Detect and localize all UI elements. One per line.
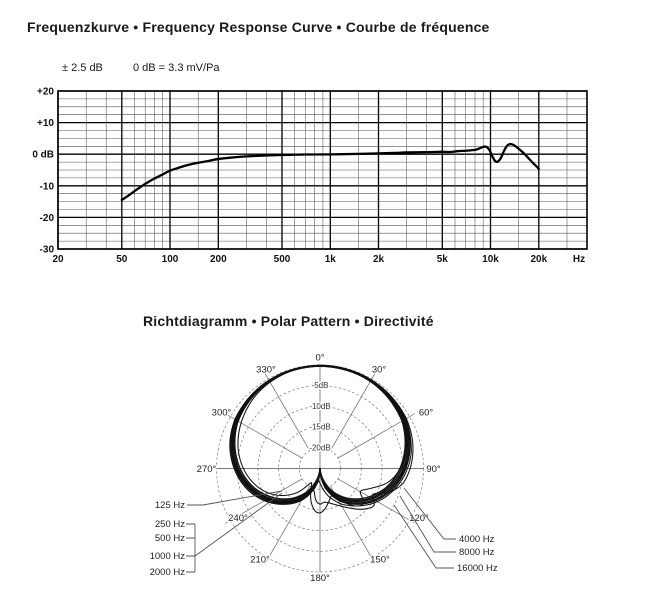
- fr-y-tick-label: +10: [37, 118, 54, 129]
- fr-response-curve: [120, 142, 540, 202]
- fr-x-tick-label: 5k: [437, 254, 449, 265]
- polar-curve-4000hz: [232, 364, 412, 507]
- polar-angle-label-120: 120°: [409, 513, 429, 524]
- legend-label-4000hz: 4000 Hz: [459, 534, 495, 545]
- fr-y-tick-label: +20: [37, 87, 54, 98]
- fr-x-tick-label: 200: [210, 254, 227, 265]
- fr-x-tick-labels: 20 50 100 200 500 1k 2k 5k 10k 20k: [52, 254, 547, 265]
- legend-label-500hz: 500 Hz: [155, 533, 185, 544]
- legend-label-1000hz: 1000 Hz: [150, 551, 186, 562]
- polar-curve-8000hz: [233, 364, 414, 510]
- fr-x-unit-label: Hz: [573, 254, 585, 265]
- polar-ring-label: -20dB: [309, 443, 330, 452]
- fr-x-tick-label: 10k: [482, 254, 499, 265]
- fr-x-tick-label: 20: [52, 254, 64, 265]
- fr-y-tick-label: -10: [40, 181, 55, 192]
- polar-ring-labels: -5dB -10dB -15dB -20dB: [308, 380, 332, 454]
- polar-angle-label-240: 240°: [228, 513, 248, 524]
- polar-ring-label: -15dB: [309, 423, 330, 432]
- reference-level-label: 0 dB = 3.3 mV/Pa: [133, 62, 220, 74]
- legend-label-16000hz: 16000 Hz: [457, 563, 498, 574]
- legend-leader-4000hz: [403, 487, 456, 540]
- polar-angle-label-90: 90°: [426, 464, 441, 475]
- polar-curve-16000hz: [237, 365, 407, 514]
- fr-y-tick-label: 0 dB: [32, 150, 54, 161]
- fr-plot-border: [57, 90, 588, 250]
- polar-ray-120: [337, 478, 415, 524]
- polar-angle-labels: 0° 30° 60° 90° 120° 150° 180° 210° 240° 270° 300° 3…: [195, 351, 442, 585]
- polar-angle-label-150: 150°: [370, 555, 390, 566]
- polar-pattern-title: Richtdiagramm • Polar Pattern • Directiv…: [143, 313, 434, 329]
- legend-label-125hz: 125 Hz: [155, 500, 185, 511]
- tolerance-label: ± 2.5 dB: [62, 62, 103, 74]
- polar-angle-label-270: 270°: [197, 464, 217, 475]
- fr-x-tick-label: 2k: [373, 254, 385, 265]
- fr-y-tick-labels: +20 +10 0 dB -10 -20 -30: [32, 87, 54, 256]
- legend-label-2000hz: 2000 Hz: [150, 567, 186, 578]
- polar-angle-label-330: 330°: [256, 365, 276, 376]
- polar-angle-label-60: 60°: [419, 408, 434, 419]
- polar-angle-label-300: 300°: [212, 408, 232, 419]
- legend-leader-250-2000hz: [194, 492, 283, 557]
- fr-x-tick-label: 1k: [325, 254, 337, 265]
- polar-ray-240: [224, 478, 303, 524]
- polar-angle-label-180: 180°: [310, 573, 330, 584]
- fr-x-tick-label: 500: [274, 254, 291, 265]
- legend-leader-125hz: [187, 490, 283, 506]
- legend-leader-8000hz: [399, 495, 456, 553]
- legend-label-250hz: 250 Hz: [155, 519, 185, 530]
- fr-x-tick-label: 20k: [530, 254, 547, 265]
- legend-label-8000hz: 8000 Hz: [459, 547, 495, 558]
- fr-y-tick-label: -20: [40, 213, 55, 224]
- frequency-response-title: Frequenzkurve • Frequency Response Curve…: [27, 19, 490, 35]
- polar-ray-30: [330, 373, 376, 451]
- polar-curves: [229, 364, 414, 514]
- fr-x-tick-label: 100: [162, 254, 179, 265]
- polar-ring-label: -5dB: [312, 381, 329, 390]
- polar-angle-label-210: 210°: [250, 555, 270, 566]
- polar-legend: 125 Hz 250 Hz 500 Hz 1000 Hz 2000 Hz 4000 Hz 8…: [150, 487, 498, 578]
- legend-leader-16000hz: [393, 504, 454, 569]
- legend-bracket-250-2000hz: [186, 523, 196, 573]
- polar-ring-label: -10dB: [309, 402, 330, 411]
- fr-grid: [57, 90, 588, 250]
- polar-angle-label-0: 0°: [315, 353, 324, 364]
- fr-y-tick-label: -30: [40, 245, 55, 256]
- polar-angle-label-30: 30°: [372, 365, 387, 376]
- fr-x-tick-label: 50: [116, 254, 128, 265]
- polar-pattern-chart: -5dB -10dB -15dB -20dB 0° 30° 60° 90° 120° 150° 18…: [150, 351, 498, 585]
- polar-ray-330: [264, 373, 310, 451]
